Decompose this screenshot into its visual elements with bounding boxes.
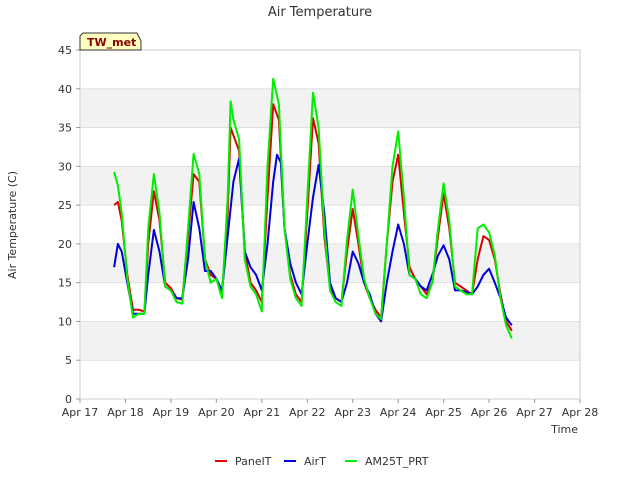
x-tick-label: Apr 24: [380, 406, 417, 419]
station-badge: TW_met: [79, 32, 142, 51]
x-tick-label: Apr 19: [153, 406, 190, 419]
y-tick-label: 5: [65, 354, 72, 367]
legend-item: AirT: [284, 455, 326, 468]
x-tick-label: Apr 23: [334, 406, 371, 419]
grid-bands: [80, 49, 580, 400]
x-tick-label: Apr 20: [198, 406, 235, 419]
legend-label: AirT: [304, 455, 326, 468]
chart-title: Air Temperature: [268, 5, 372, 20]
legend-item: PanelT: [215, 455, 272, 468]
x-tick-label: Apr 22: [289, 406, 326, 419]
series-layer: [113, 77, 513, 339]
legend-label: PanelT: [235, 455, 272, 468]
plot-border: [79, 49, 581, 400]
legend-label: AM25T_PRT: [365, 455, 429, 468]
grid-band: [80, 321, 580, 361]
y-tick-label: 25: [58, 199, 72, 212]
legend-item: AM25T_PRT: [345, 455, 429, 468]
x-tick-label: Apr 27: [516, 406, 553, 419]
y-tick-label: 0: [65, 393, 72, 406]
legend: PanelT AirT AM25T_PRT: [215, 455, 429, 468]
series-PanelT: [113, 103, 513, 332]
y-tick-label: 30: [58, 160, 72, 173]
series-line: [113, 153, 513, 326]
x-axis-label: Time: [550, 423, 578, 436]
y-axis-label: Air Temperature (C): [6, 171, 19, 279]
x-tick-label: Apr 17: [62, 406, 99, 419]
x-tick-label: Apr 25: [425, 406, 462, 419]
series-AirT: [113, 153, 513, 326]
y-tick-label: 35: [58, 122, 72, 135]
series-line: [113, 77, 513, 339]
y-tick-label: 15: [58, 277, 72, 290]
y-axis-ticks: 0 5 10 15 20 25 30 35 40 45: [58, 44, 80, 406]
y-tick-label: 10: [58, 315, 72, 328]
y-tick-label: 45: [58, 44, 72, 57]
x-axis-ticks: Apr 17 Apr 18 Apr 19 Apr 20 Apr 21 Apr 22 Apr …: [62, 399, 599, 419]
plot-frame: [79, 49, 581, 400]
x-tick-label: Apr 21: [244, 406, 281, 419]
grid-band: [80, 88, 580, 128]
x-tick-label: Apr 28: [562, 406, 599, 419]
station-badge-label: TW_met: [87, 36, 136, 49]
x-tick-label: Apr 26: [471, 406, 508, 419]
series-AM25T_PRT: [113, 77, 513, 339]
grid-band: [80, 166, 580, 206]
x-tick-label: Apr 18: [107, 406, 144, 419]
y-tick-label: 20: [58, 238, 72, 251]
y-tick-label: 40: [58, 83, 72, 96]
